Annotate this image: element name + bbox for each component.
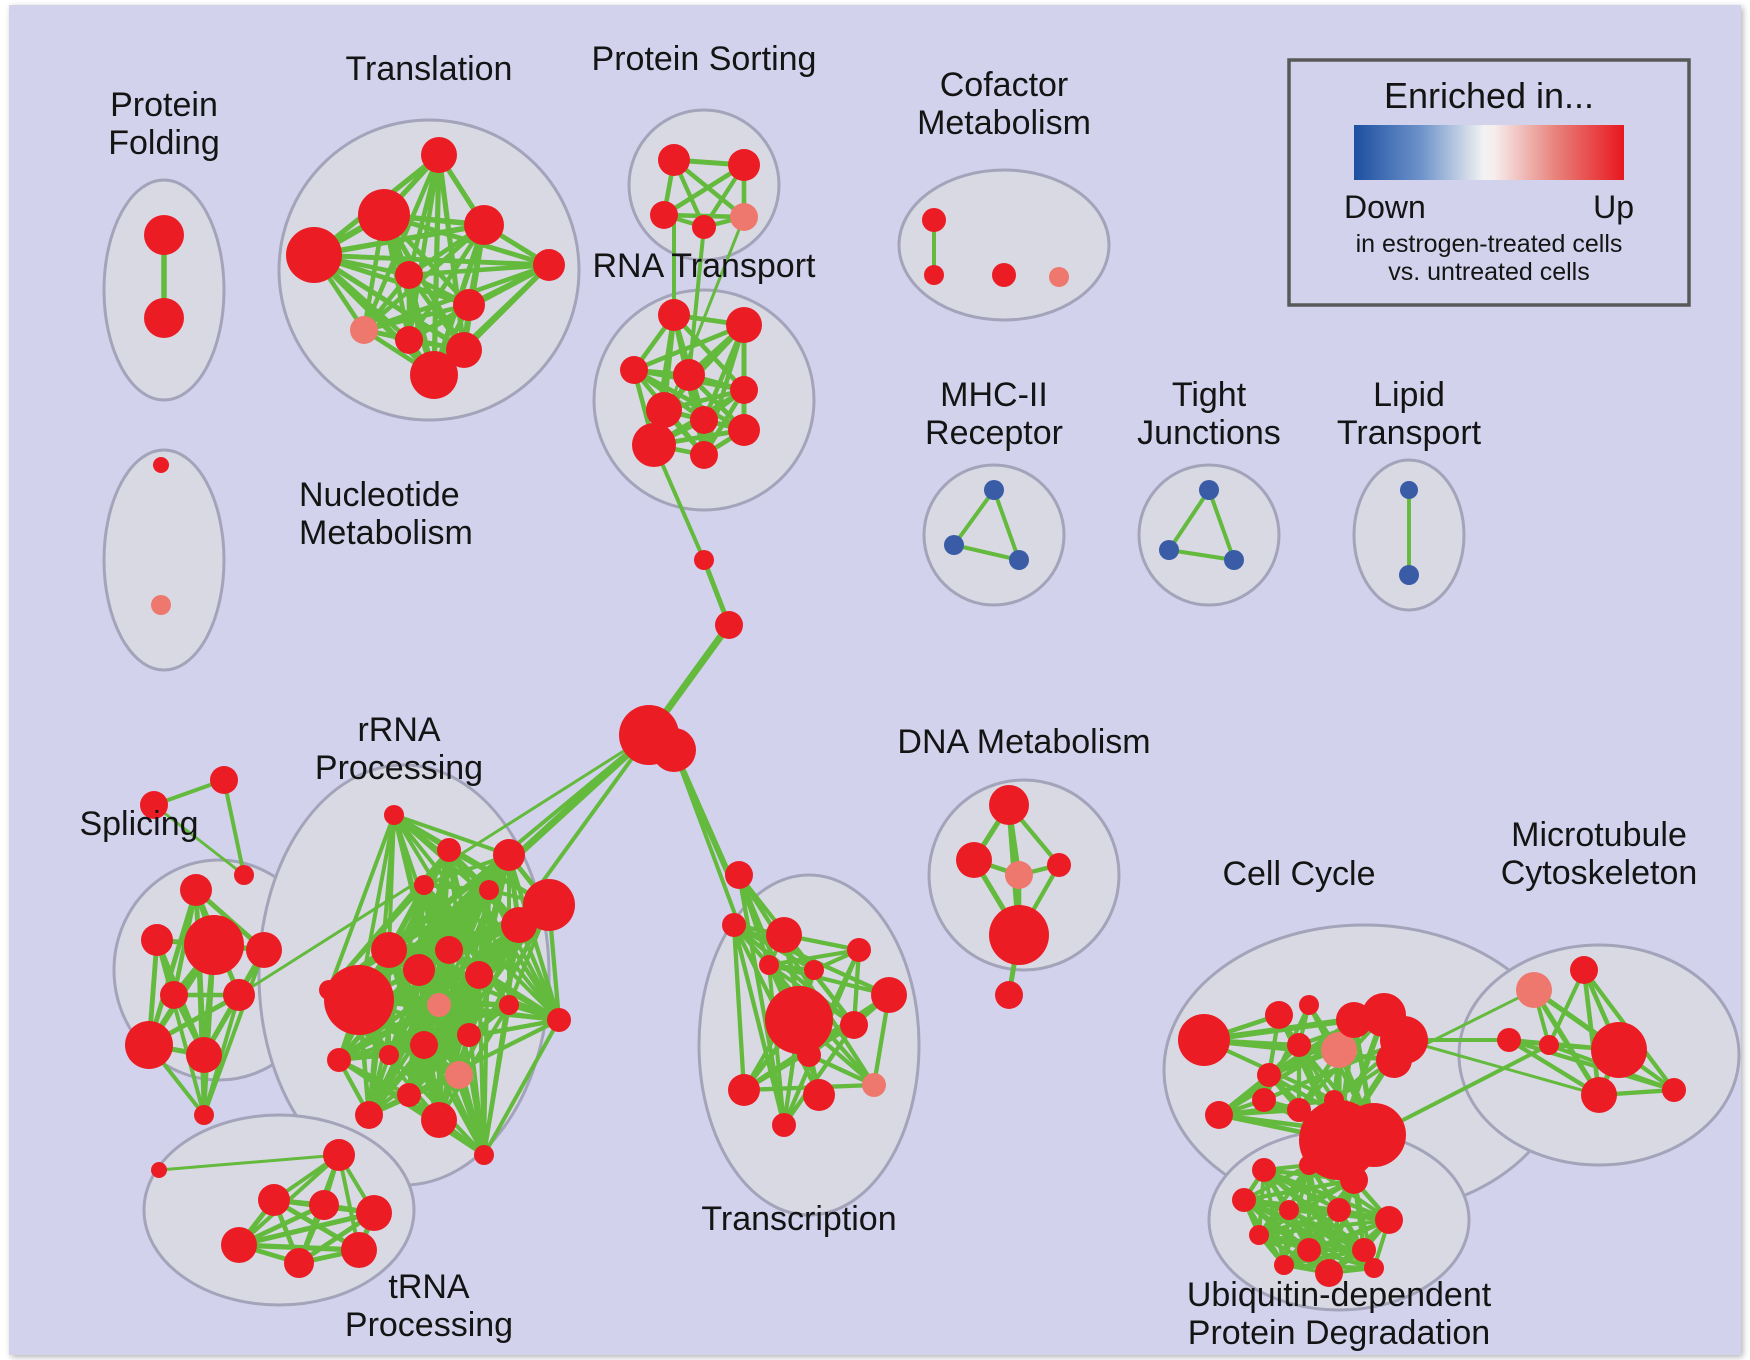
- svg-text:Processing: Processing: [345, 1306, 513, 1344]
- svg-text:tRNA: tRNA: [388, 1268, 470, 1306]
- svg-text:Junctions: Junctions: [1137, 414, 1281, 452]
- svg-text:Metabolism: Metabolism: [917, 104, 1091, 142]
- svg-text:Transcription: Transcription: [701, 1200, 896, 1238]
- svg-text:Protein Degradation: Protein Degradation: [1188, 1314, 1490, 1352]
- svg-text:in estrogen-treated cells: in estrogen-treated cells: [1356, 230, 1623, 258]
- svg-text:Protein Sorting: Protein Sorting: [592, 40, 817, 78]
- svg-text:Receptor: Receptor: [925, 414, 1063, 452]
- svg-text:vs. untreated cells: vs. untreated cells: [1388, 258, 1590, 286]
- svg-text:Metabolism: Metabolism: [299, 514, 473, 552]
- svg-text:Nucleotide: Nucleotide: [299, 476, 460, 514]
- svg-text:MHC-II: MHC-II: [940, 376, 1048, 414]
- svg-text:Translation: Translation: [346, 50, 513, 88]
- svg-text:Tight: Tight: [1172, 376, 1247, 414]
- svg-text:Folding: Folding: [108, 124, 220, 162]
- svg-text:Cell Cycle: Cell Cycle: [1222, 855, 1375, 893]
- svg-text:rRNA: rRNA: [357, 711, 440, 749]
- svg-text:Ubiquitin-dependent: Ubiquitin-dependent: [1187, 1276, 1492, 1314]
- svg-text:Processing: Processing: [315, 749, 483, 787]
- svg-text:DNA Metabolism: DNA Metabolism: [897, 723, 1150, 761]
- svg-text:Enriched in...: Enriched in...: [1384, 75, 1594, 116]
- svg-text:RNA Transport: RNA Transport: [593, 247, 817, 285]
- svg-text:Cofactor: Cofactor: [940, 66, 1069, 104]
- svg-text:Cytoskeleton: Cytoskeleton: [1501, 854, 1698, 892]
- svg-text:Protein: Protein: [110, 86, 218, 124]
- svg-text:Up: Up: [1593, 189, 1634, 225]
- svg-text:Splicing: Splicing: [79, 805, 198, 843]
- svg-text:Down: Down: [1344, 189, 1426, 225]
- svg-text:Transport: Transport: [1337, 414, 1482, 452]
- svg-text:Lipid: Lipid: [1373, 376, 1445, 414]
- svg-text:Microtubule: Microtubule: [1511, 816, 1687, 854]
